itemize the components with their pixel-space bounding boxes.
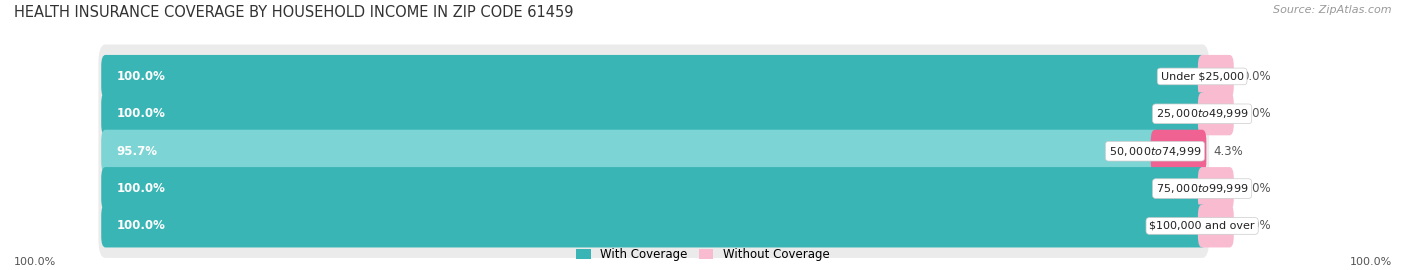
FancyBboxPatch shape [101, 167, 1206, 210]
FancyBboxPatch shape [98, 45, 1209, 108]
FancyBboxPatch shape [101, 204, 1206, 248]
FancyBboxPatch shape [98, 157, 1209, 221]
Text: 0.0%: 0.0% [1241, 70, 1271, 83]
Text: Source: ZipAtlas.com: Source: ZipAtlas.com [1274, 5, 1392, 15]
Text: 100.0%: 100.0% [117, 220, 166, 232]
Text: $100,000 and over: $100,000 and over [1149, 221, 1256, 231]
FancyBboxPatch shape [98, 119, 1209, 183]
Legend: With Coverage, Without Coverage: With Coverage, Without Coverage [576, 248, 830, 261]
Text: 4.3%: 4.3% [1213, 145, 1243, 158]
FancyBboxPatch shape [98, 194, 1209, 258]
Text: 100.0%: 100.0% [14, 257, 56, 267]
Text: HEALTH INSURANCE COVERAGE BY HOUSEHOLD INCOME IN ZIP CODE 61459: HEALTH INSURANCE COVERAGE BY HOUSEHOLD I… [14, 5, 574, 21]
Text: 100.0%: 100.0% [117, 70, 166, 83]
Text: $50,000 to $74,999: $50,000 to $74,999 [1109, 145, 1201, 158]
FancyBboxPatch shape [101, 92, 1206, 135]
Text: 100.0%: 100.0% [1350, 257, 1392, 267]
FancyBboxPatch shape [101, 130, 1159, 173]
Text: $25,000 to $49,999: $25,000 to $49,999 [1156, 107, 1249, 120]
Text: 100.0%: 100.0% [117, 182, 166, 195]
FancyBboxPatch shape [1198, 167, 1234, 210]
Text: $75,000 to $99,999: $75,000 to $99,999 [1156, 182, 1249, 195]
Text: Under $25,000: Under $25,000 [1160, 72, 1244, 82]
Text: 100.0%: 100.0% [117, 107, 166, 120]
FancyBboxPatch shape [1198, 204, 1234, 248]
Text: 0.0%: 0.0% [1241, 220, 1271, 232]
Text: 95.7%: 95.7% [117, 145, 157, 158]
FancyBboxPatch shape [1150, 130, 1206, 173]
FancyBboxPatch shape [1198, 92, 1234, 135]
Text: 0.0%: 0.0% [1241, 182, 1271, 195]
Text: 0.0%: 0.0% [1241, 107, 1271, 120]
FancyBboxPatch shape [101, 55, 1206, 98]
FancyBboxPatch shape [1198, 55, 1234, 98]
FancyBboxPatch shape [98, 82, 1209, 146]
